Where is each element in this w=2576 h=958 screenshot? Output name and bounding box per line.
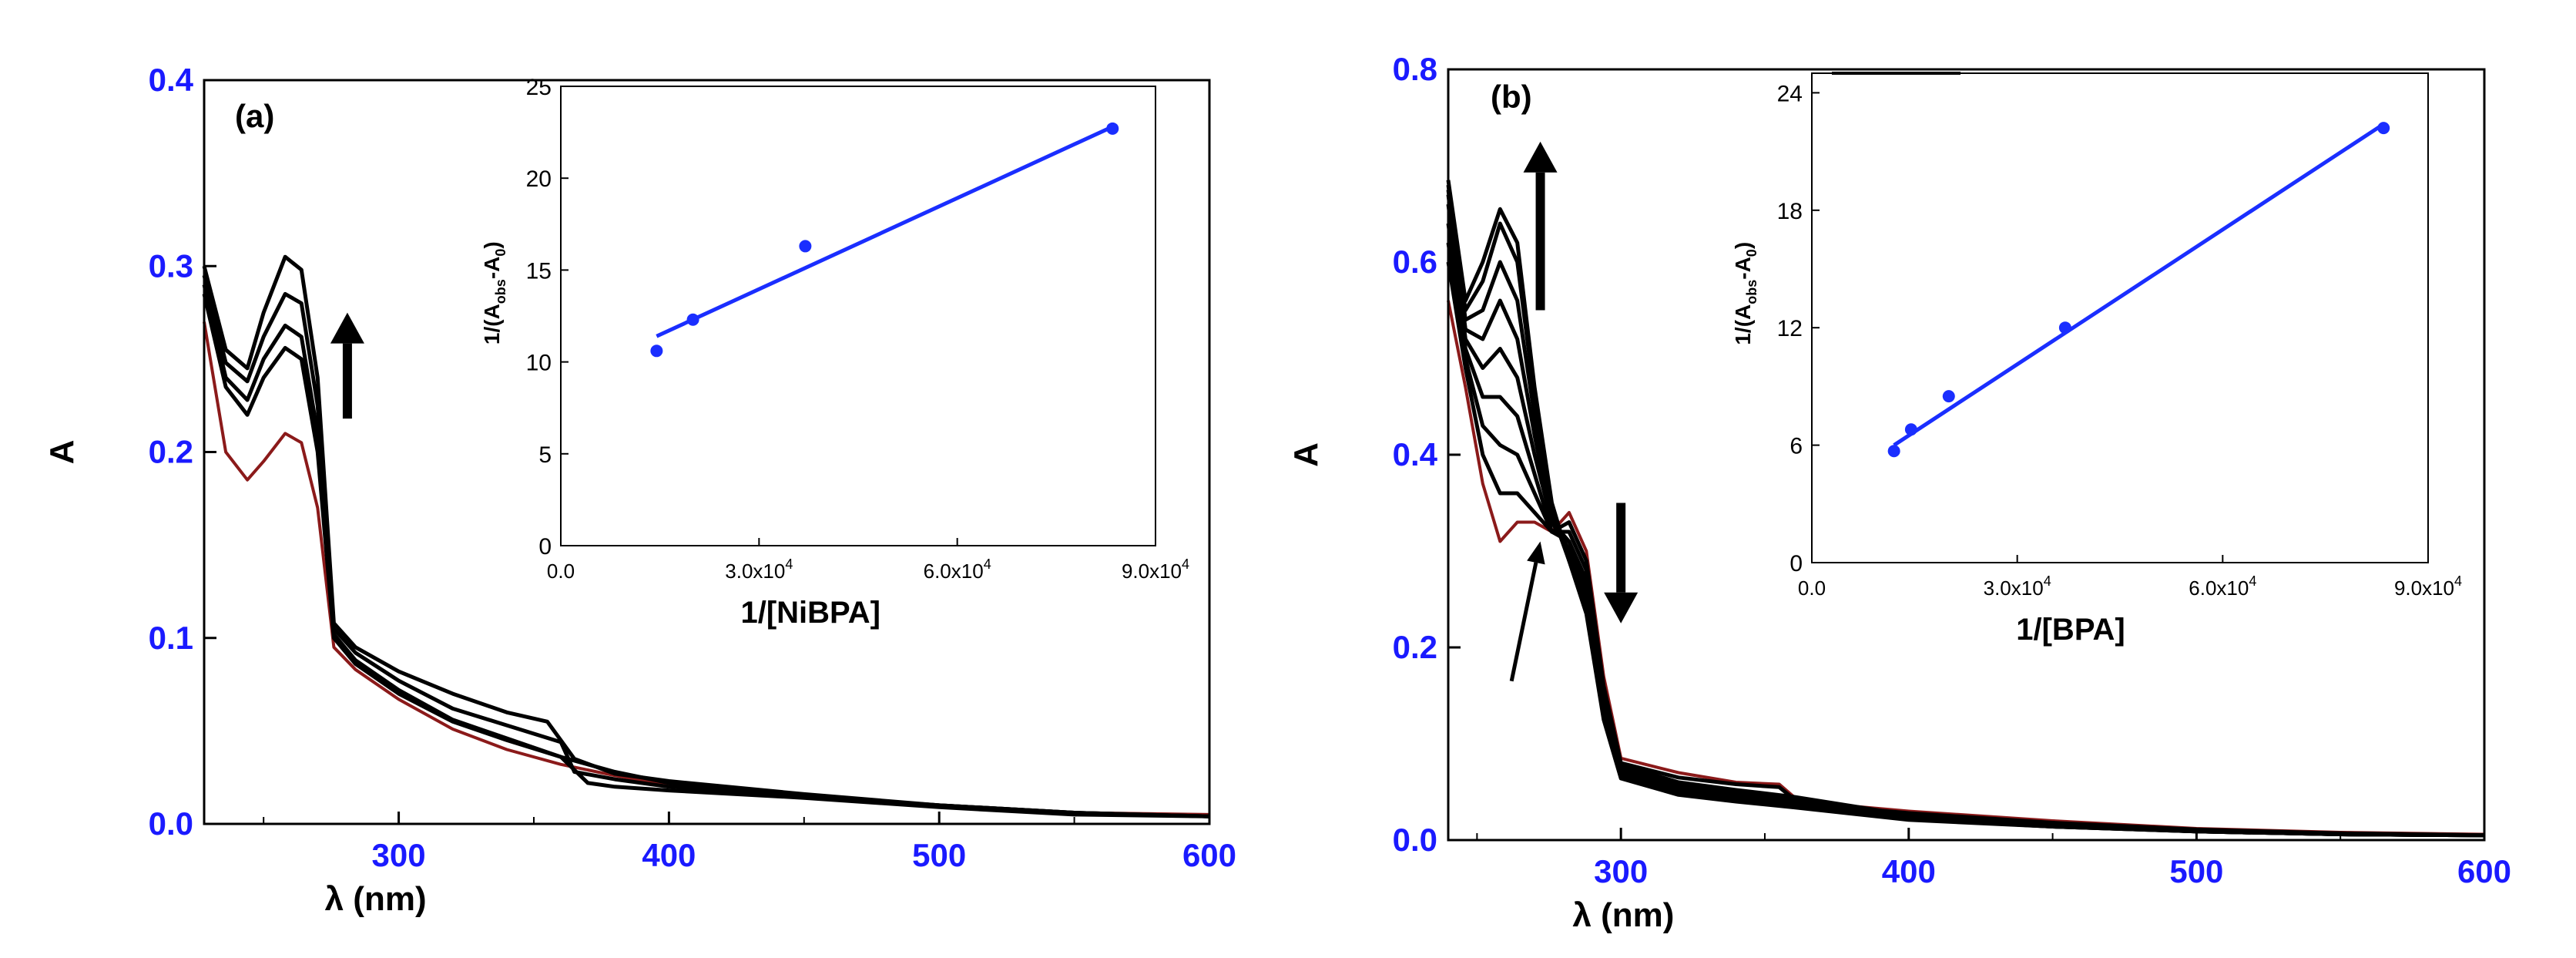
inset-y-axis-label-part: 1/(A [1731, 304, 1755, 345]
y-axis-label: A [43, 440, 81, 465]
inset-x-tick-label: 3.0x104 [725, 556, 793, 583]
x-axis-label: λ (nm) [325, 880, 427, 918]
inset-data-point [1904, 423, 1917, 436]
inset-x-axis-label: 1/[BPA] [2016, 613, 2125, 647]
inset-y-tick-label: 25 [526, 75, 552, 100]
inset-x-tick-label: 3.0x104 [1984, 573, 2051, 600]
inset-y-tick-label: 20 [526, 166, 552, 192]
x-tick-label: 300 [372, 837, 426, 873]
inset-y-tick-label: 5 [538, 442, 552, 468]
inset-y-axis-label-part: 0 [1744, 249, 1759, 257]
y-tick-label: 0.6 [1393, 244, 1437, 280]
x-tick-label: 400 [1882, 853, 1936, 889]
inset-frame [560, 86, 1156, 546]
y-tick-label: 0.2 [1393, 629, 1437, 665]
inset-x-tick-exponent: 4 [785, 556, 793, 572]
inset-y-tick-label: 0 [1789, 551, 1803, 576]
inset-y-tick-label: 24 [1777, 81, 1803, 106]
inset-y-tick-label: 18 [1777, 199, 1803, 224]
inset-data-point [2377, 122, 2390, 135]
x-tick-label: 500 [2169, 853, 2223, 889]
y-tick-label: 0.4 [1393, 436, 1438, 472]
inset-x-tick-label: 9.0x104 [2394, 573, 2462, 600]
x-tick-label: 500 [912, 837, 966, 873]
spectrum-line [1446, 180, 2485, 838]
y-tick-label: 0.2 [149, 434, 193, 470]
inset-y-tick-label: 12 [1777, 316, 1803, 341]
inset-fit-line [1893, 122, 2385, 447]
inset-x-tick-exponent: 4 [2249, 573, 2256, 589]
inset-x-tick-base: 9.0x10 [1122, 560, 1182, 583]
y-tick-label: 0.0 [1393, 822, 1437, 858]
inset-x-tick-base: 6.0x10 [2189, 576, 2249, 600]
inset-x-tick-label: 9.0x104 [1122, 556, 1189, 583]
inset-data-point [2058, 321, 2071, 334]
inset-data-point [1942, 390, 1955, 403]
annotation-arrow-head [1527, 541, 1545, 565]
inset-x-tick-label: 0.0 [547, 560, 575, 583]
x-tick-label: 400 [642, 837, 696, 873]
inset-data-point [799, 240, 812, 253]
inset-x-tick-base: 6.0x10 [924, 560, 984, 583]
inset-x-tick-exponent: 4 [984, 556, 991, 572]
inset-data-point [1106, 122, 1119, 135]
spectrum-line [202, 284, 1210, 819]
inset-y-axis-label-part: 0 [493, 249, 508, 257]
y-tick-label: 0.1 [149, 620, 193, 656]
panel-letter: (b) [1491, 79, 1532, 115]
inset-frame [1811, 72, 2429, 563]
panel-b-chart: 300 400 500 600 0.0 0.2 0.4 0.6 0.8 λ (nm) A (b) 0 6 1… [1287, 51, 2511, 934]
annotation-arrow-head [1604, 592, 1639, 624]
inset-y-tick-label: 15 [526, 258, 552, 284]
inset-fit-line [656, 125, 1114, 338]
inset-data-point [1887, 445, 1900, 458]
x-tick-label: 600 [2457, 853, 2511, 889]
y-tick-label: 0.0 [149, 805, 193, 842]
x-tick-label: 600 [1182, 837, 1236, 873]
inset-y-axis-label-part: ) [1731, 242, 1755, 249]
panel-letter: (a) [235, 98, 274, 134]
y-tick-label: 0.4 [149, 62, 194, 98]
inset-y-tick-label: 0 [538, 534, 552, 560]
inset-y-tick-label: 10 [526, 351, 552, 376]
inset-y-axis-label-part: -A [1731, 257, 1755, 280]
inset-x-tick-label: 6.0x104 [2189, 573, 2256, 600]
y-tick-label: 0.8 [1393, 51, 1437, 87]
x-tick-label: 300 [1594, 853, 1648, 889]
inset-x-tick-exponent: 4 [2454, 573, 2462, 589]
annotation-arrow-head [330, 312, 364, 344]
inset-y-tick-label: 6 [1789, 434, 1803, 459]
inset-y-axis-label-part: ) [480, 241, 504, 248]
inset-x-tick-base: 3.0x10 [1984, 576, 2044, 600]
annotation-arrow-head [1523, 141, 1558, 173]
inset-y-axis-label-part: -A [480, 257, 504, 280]
spectrum-line [202, 274, 1210, 819]
panel-a-chart: 300 400 500 600 0.0 0.1 0.2 0.3 0.4 λ (nm) A (a) 0 5 1… [43, 62, 1236, 918]
inset-x-tick-exponent: 4 [2044, 573, 2051, 589]
inset-x-tick-base: 3.0x10 [725, 560, 785, 583]
inset-x-tick-base: 0.0 [1798, 576, 1826, 600]
inset-x-tick-base: 9.0x10 [2394, 576, 2454, 600]
inset-y-axis-label-part: obs [1744, 280, 1759, 304]
inset-x-tick-label: 6.0x104 [924, 556, 991, 583]
inset-y-axis-label: 1/(Aobs-A0) [480, 241, 508, 345]
y-tick-label: 0.3 [149, 247, 193, 284]
inset-x-tick-label: 0.0 [1798, 576, 1826, 600]
inset-y-axis-label: 1/(Aobs-A0) [1731, 242, 1759, 345]
inset-y-axis-label-part: obs [493, 279, 508, 304]
inset-x-axis-label: 1/[NiBPA] [740, 596, 880, 630]
annotation-arrow-shaft [1509, 562, 1538, 682]
x-axis-label: λ (nm) [1572, 896, 1674, 934]
inset-data-point [686, 313, 699, 326]
inset-y-axis-label-part: 1/(A [480, 304, 504, 345]
inset-x-tick-exponent: 4 [1182, 556, 1189, 572]
y-axis-label: A [1287, 442, 1325, 467]
inset-x-tick-base: 0.0 [547, 560, 575, 583]
spectrum-line [202, 254, 1210, 819]
inset-data-point [650, 345, 663, 358]
